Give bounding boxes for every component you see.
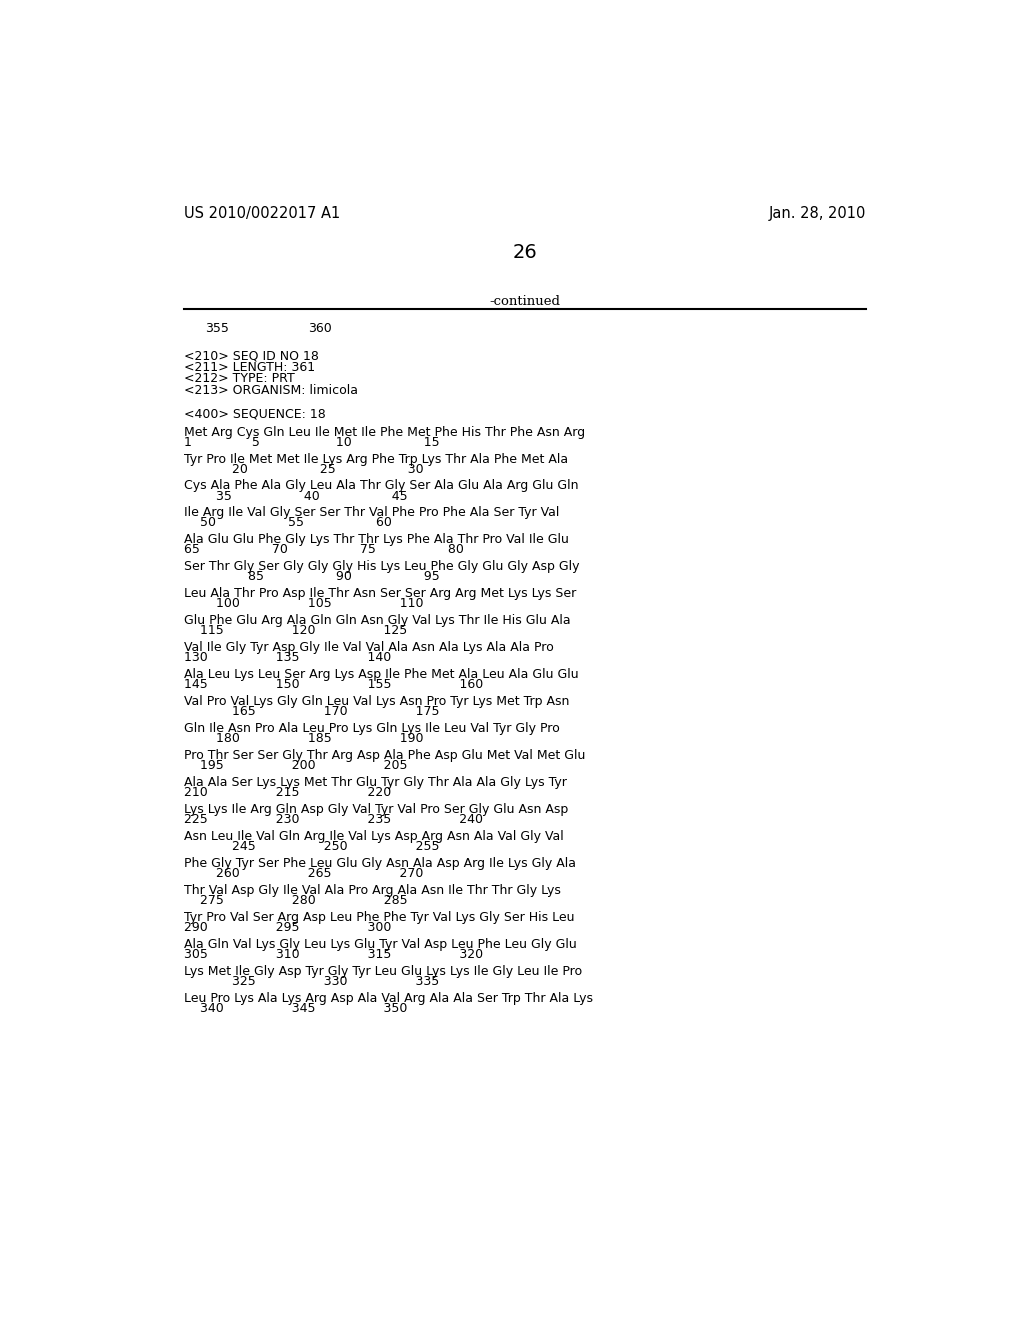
Text: Ile Arg Ile Val Gly Ser Ser Thr Val Phe Pro Phe Ala Ser Tyr Val: Ile Arg Ile Val Gly Ser Ser Thr Val Phe …	[183, 507, 559, 520]
Text: <211> LENGTH: 361: <211> LENGTH: 361	[183, 360, 315, 374]
Text: Lys Met Ile Gly Asp Tyr Gly Tyr Leu Glu Lys Lys Ile Gly Leu Ile Pro: Lys Met Ile Gly Asp Tyr Gly Tyr Leu Glu …	[183, 965, 582, 978]
Text: 260                 265                 270: 260 265 270	[183, 867, 423, 880]
Text: Tyr Pro Ile Met Met Ile Lys Arg Phe Trp Lys Thr Ala Phe Met Ala: Tyr Pro Ile Met Met Ile Lys Arg Phe Trp …	[183, 453, 568, 466]
Text: 115                 120                 125: 115 120 125	[183, 624, 408, 638]
Text: Lys Lys Ile Arg Gln Asp Gly Val Tyr Val Pro Ser Gly Glu Asn Asp: Lys Lys Ile Arg Gln Asp Gly Val Tyr Val …	[183, 803, 568, 816]
Text: <213> ORGANISM: limicola: <213> ORGANISM: limicola	[183, 384, 357, 397]
Text: Ala Ala Ser Lys Lys Met Thr Glu Tyr Gly Thr Ala Ala Gly Lys Tyr: Ala Ala Ser Lys Lys Met Thr Glu Tyr Gly …	[183, 776, 566, 789]
Text: 50                  55                  60: 50 55 60	[183, 516, 391, 529]
Text: 340                 345                 350: 340 345 350	[183, 1002, 408, 1015]
Text: 305                 310                 315                 320: 305 310 315 320	[183, 948, 483, 961]
Text: Met Arg Cys Gln Leu Ile Met Ile Phe Met Phe His Thr Phe Asn Arg: Met Arg Cys Gln Leu Ile Met Ile Phe Met …	[183, 425, 585, 438]
Text: Asn Leu Ile Val Gln Arg Ile Val Lys Asp Arg Asn Ala Val Gly Val: Asn Leu Ile Val Gln Arg Ile Val Lys Asp …	[183, 830, 563, 843]
Text: 195                 200                 205: 195 200 205	[183, 759, 408, 772]
Text: 275                 280                 285: 275 280 285	[183, 894, 408, 907]
Text: Cys Ala Phe Ala Gly Leu Ala Thr Gly Ser Ala Glu Ala Arg Glu Gln: Cys Ala Phe Ala Gly Leu Ala Thr Gly Ser …	[183, 479, 579, 492]
Text: <212> TYPE: PRT: <212> TYPE: PRT	[183, 372, 295, 385]
Text: Leu Ala Thr Pro Asp Ile Thr Asn Ser Ser Arg Arg Met Lys Lys Ser: Leu Ala Thr Pro Asp Ile Thr Asn Ser Ser …	[183, 587, 577, 601]
Text: Ala Gln Val Lys Gly Leu Lys Glu Tyr Val Asp Leu Phe Leu Gly Glu: Ala Gln Val Lys Gly Leu Lys Glu Tyr Val …	[183, 937, 577, 950]
Text: 355: 355	[206, 322, 229, 335]
Text: 1               5                   10                  15: 1 5 10 15	[183, 436, 439, 449]
Text: Ala Leu Lys Leu Ser Arg Lys Asp Ile Phe Met Ala Leu Ala Glu Glu: Ala Leu Lys Leu Ser Arg Lys Asp Ile Phe …	[183, 668, 579, 681]
Text: Leu Pro Lys Ala Lys Arg Asp Ala Val Arg Ala Ala Ser Trp Thr Ala Lys: Leu Pro Lys Ala Lys Arg Asp Ala Val Arg …	[183, 991, 593, 1005]
Text: Jan. 28, 2010: Jan. 28, 2010	[768, 206, 866, 222]
Text: <400> SEQUENCE: 18: <400> SEQUENCE: 18	[183, 407, 326, 420]
Text: 165                 170                 175: 165 170 175	[183, 705, 439, 718]
Text: Phe Gly Tyr Ser Phe Leu Glu Gly Asn Ala Asp Arg Ile Lys Gly Ala: Phe Gly Tyr Ser Phe Leu Glu Gly Asn Ala …	[183, 857, 575, 870]
Text: 145                 150                 155                 160: 145 150 155 160	[183, 678, 483, 692]
Text: 20                  25                  30: 20 25 30	[183, 462, 424, 475]
Text: Pro Thr Ser Ser Gly Thr Arg Asp Ala Phe Asp Glu Met Val Met Glu: Pro Thr Ser Ser Gly Thr Arg Asp Ala Phe …	[183, 748, 585, 762]
Text: 325                 330                 335: 325 330 335	[183, 974, 439, 987]
Text: 225                 230                 235                 240: 225 230 235 240	[183, 813, 482, 826]
Text: 35                  40                  45: 35 40 45	[183, 490, 408, 503]
Text: 26: 26	[512, 243, 538, 263]
Text: Val Pro Val Lys Gly Gln Leu Val Lys Asn Pro Tyr Lys Met Trp Asn: Val Pro Val Lys Gly Gln Leu Val Lys Asn …	[183, 696, 569, 708]
Text: US 2010/0022017 A1: US 2010/0022017 A1	[183, 206, 340, 222]
Text: Glu Phe Glu Arg Ala Gln Gln Asn Gly Val Lys Thr Ile His Glu Ala: Glu Phe Glu Arg Ala Gln Gln Asn Gly Val …	[183, 614, 570, 627]
Text: 180                 185                 190: 180 185 190	[183, 733, 423, 744]
Text: 85                  90                  95: 85 90 95	[183, 570, 439, 583]
Text: Thr Val Asp Gly Ile Val Ala Pro Arg Ala Asn Ile Thr Thr Gly Lys: Thr Val Asp Gly Ile Val Ala Pro Arg Ala …	[183, 884, 561, 896]
Text: 210                 215                 220: 210 215 220	[183, 785, 391, 799]
Text: 65                  70                  75                  80: 65 70 75 80	[183, 544, 464, 557]
Text: 290                 295                 300: 290 295 300	[183, 921, 391, 933]
Text: 360: 360	[308, 322, 332, 335]
Text: 100                 105                 110: 100 105 110	[183, 598, 423, 610]
Text: -continued: -continued	[489, 296, 560, 309]
Text: Gln Ile Asn Pro Ala Leu Pro Lys Gln Lys Ile Leu Val Tyr Gly Pro: Gln Ile Asn Pro Ala Leu Pro Lys Gln Lys …	[183, 722, 559, 735]
Text: Ala Glu Glu Phe Gly Lys Thr Thr Lys Phe Ala Thr Pro Val Ile Glu: Ala Glu Glu Phe Gly Lys Thr Thr Lys Phe …	[183, 533, 568, 546]
Text: Ser Thr Gly Ser Gly Gly Gly His Lys Leu Phe Gly Glu Gly Asp Gly: Ser Thr Gly Ser Gly Gly Gly His Lys Leu …	[183, 561, 580, 573]
Text: Val Ile Gly Tyr Asp Gly Ile Val Val Ala Asn Ala Lys Ala Ala Pro: Val Ile Gly Tyr Asp Gly Ile Val Val Ala …	[183, 642, 554, 655]
Text: 130                 135                 140: 130 135 140	[183, 651, 391, 664]
Text: <210> SEQ ID NO 18: <210> SEQ ID NO 18	[183, 350, 318, 363]
Text: 245                 250                 255: 245 250 255	[183, 840, 439, 853]
Text: Tyr Pro Val Ser Arg Asp Leu Phe Phe Tyr Val Lys Gly Ser His Leu: Tyr Pro Val Ser Arg Asp Leu Phe Phe Tyr …	[183, 911, 574, 924]
